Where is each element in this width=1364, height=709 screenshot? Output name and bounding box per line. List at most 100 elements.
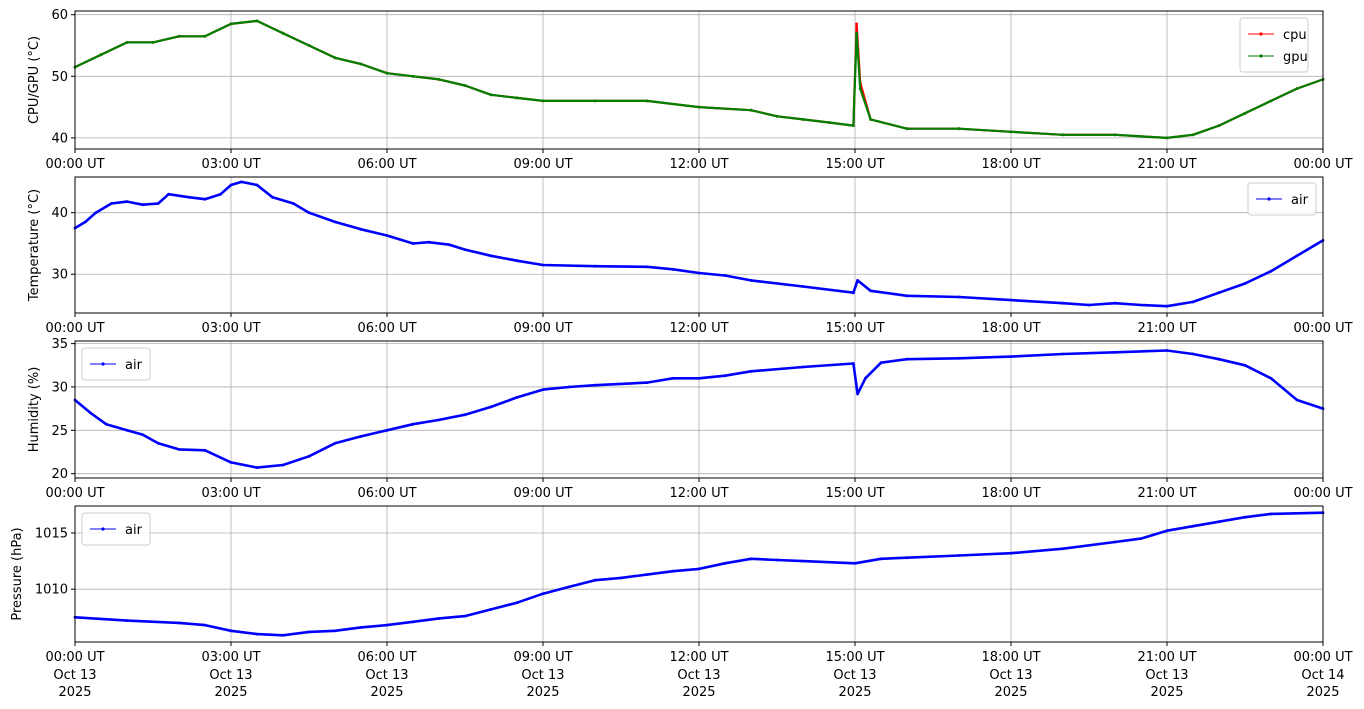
data-point-air: [1009, 298, 1013, 302]
data-point-gpu: [775, 114, 779, 118]
data-point-air: [775, 558, 779, 562]
data-point-gpu: [177, 34, 181, 38]
data-point-gpu: [801, 118, 805, 121]
data-point-gpu: [1113, 133, 1117, 137]
x-tick-label: 09:00 UT: [513, 321, 572, 336]
data-point-air: [1295, 398, 1299, 402]
data-point-gpu: [385, 71, 389, 75]
data-point-gpu: [281, 31, 285, 35]
data-point-air: [359, 435, 363, 438]
data-point-gpu: [827, 121, 831, 124]
data-point-air: [541, 592, 545, 596]
data-point-air: [697, 567, 701, 571]
x-tick-label: 06:00 UT: [357, 650, 416, 665]
data-point-air: [94, 211, 98, 215]
x-tick-label: 12:00 UT: [669, 650, 728, 665]
data-point-air: [1165, 529, 1169, 533]
data-point-air: [203, 448, 207, 452]
data-point-air: [905, 294, 909, 298]
data-point-gpu: [151, 41, 155, 44]
data-point-air: [255, 632, 259, 636]
x-tick-year: 2025: [682, 685, 715, 700]
x-tick-date: Oct 13: [989, 668, 1032, 683]
data-point-air: [1113, 350, 1117, 354]
legend: cpu gpu: [1239, 17, 1309, 73]
legend-label-air: air: [1291, 193, 1309, 208]
x-tick-label: 00:00 UT: [1293, 157, 1352, 172]
x-tick-label: 15:00 UT: [825, 157, 884, 172]
data-point-air: [385, 234, 389, 237]
data-point-gpu: [645, 99, 649, 103]
y-tick-label: 25: [51, 424, 68, 439]
series-line-gpu: [74, 19, 1324, 139]
x-tick-label: 12:00 UT: [669, 486, 728, 501]
x-tick-year: 2025: [526, 685, 559, 700]
data-point-air: [515, 396, 519, 399]
data-point-air: [84, 220, 87, 224]
data-point-air: [856, 392, 859, 396]
data-point-air: [1139, 537, 1143, 540]
data-point-gpu: [515, 96, 519, 100]
data-point-gpu: [905, 127, 909, 131]
legend: air: [81, 512, 151, 546]
x-tick-year: 2025: [214, 685, 247, 700]
data-point-air: [1113, 301, 1117, 305]
data-point-air: [307, 454, 311, 458]
data-point-air: [697, 271, 701, 275]
data-point-air: [801, 365, 805, 369]
data-point-air: [411, 422, 415, 426]
y-axis-label: Temperature (°C): [27, 189, 42, 302]
data-point-air: [219, 192, 223, 196]
data-point-air: [1269, 376, 1273, 380]
data-point-air: [1243, 282, 1247, 285]
data-point-air: [749, 369, 753, 373]
data-point-air: [359, 227, 363, 231]
data-point-air: [619, 576, 623, 580]
data-point-air: [1061, 301, 1065, 305]
data-point-air: [515, 601, 519, 605]
y-tick-label: 50: [51, 70, 68, 85]
x-tick-date: Oct 13: [365, 668, 408, 683]
x-tick-label: 12:00 UT: [669, 157, 728, 172]
y-tick-label: 30: [51, 268, 68, 283]
data-point-air: [255, 466, 259, 469]
data-point-air: [1243, 515, 1247, 519]
x-tick-label: 03:00 UT: [201, 157, 260, 172]
data-point-air: [229, 183, 233, 187]
y-axis-label: Pressure (hPa): [10, 527, 25, 620]
data-point-gpu: [1243, 111, 1247, 115]
legend-box: [1239, 17, 1309, 73]
legend-label-gpu: gpu: [1283, 50, 1308, 65]
data-point-air: [385, 428, 389, 432]
data-point-air: [437, 617, 441, 620]
y-axis-label: CPU/GPU (°C): [27, 36, 42, 124]
data-point-gpu: [229, 22, 233, 26]
data-point-air: [156, 441, 160, 445]
data-point-air: [957, 295, 961, 299]
data-point-air: [801, 285, 805, 288]
legend-label-cpu: cpu: [1283, 28, 1307, 43]
x-tick-label: 00:00 UT: [1293, 650, 1352, 665]
data-point-air: [229, 629, 233, 633]
data-point-gpu: [1191, 133, 1195, 137]
x-tick-label: 18:00 UT: [981, 650, 1040, 665]
data-point-gpu: [489, 93, 493, 97]
data-point-gpu: [333, 56, 337, 60]
y-tick-label: 35: [51, 337, 68, 352]
data-point-air: [697, 376, 701, 380]
x-tick-label: 21:00 UT: [1137, 157, 1196, 172]
data-point-air: [271, 195, 274, 199]
data-point-gpu: [957, 127, 961, 131]
data-point-air: [864, 376, 867, 380]
data-point-air: [879, 361, 883, 365]
x-tick-label: 06:00 UT: [357, 321, 416, 336]
data-point-air: [333, 441, 337, 445]
x-tick-date: Oct 13: [677, 668, 720, 683]
data-point-air: [1165, 304, 1169, 308]
data-point-air: [723, 561, 727, 565]
data-point-air: [463, 248, 467, 252]
data-point-air: [411, 620, 415, 624]
x-tick-label: 03:00 UT: [201, 486, 260, 501]
